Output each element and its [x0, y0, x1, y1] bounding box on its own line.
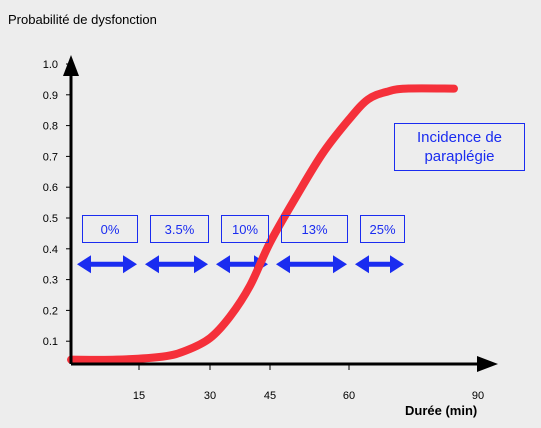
interval-label: 0%	[82, 215, 138, 243]
x-tick-label: 90	[472, 390, 484, 402]
x-tick-label: 30	[204, 390, 216, 402]
x-axis-arrowhead	[477, 356, 498, 372]
x-ticks: 15 30 45 60 90	[133, 364, 484, 402]
interval-arrow	[355, 255, 404, 274]
interval-label: 13%	[281, 215, 348, 243]
probability-curve	[67, 84, 458, 364]
y-tick-label: 0.5	[43, 213, 58, 225]
y-tick-label: 0.8	[43, 121, 58, 133]
x-tick-label: 45	[264, 390, 276, 402]
y-tick-label: 1.0	[43, 59, 58, 71]
y-tick-label: 0.2	[43, 305, 58, 317]
interval-arrows	[77, 255, 404, 274]
legend-text: Incidence de paraplégie	[416, 129, 503, 165]
x-axis-label: Durée (min)	[405, 403, 478, 418]
interval-label: 25%	[360, 215, 405, 243]
interval-arrow	[145, 255, 208, 274]
y-tick-label: 0.7	[43, 151, 58, 163]
interval-label: 3.5%	[150, 215, 209, 243]
y-ticks: 1.0 0.9 0.8 0.7 0.6 0.5 0.4 0.3 0.2 0.1	[43, 59, 71, 348]
y-tick-label: 0.6	[43, 182, 58, 194]
interval-arrow	[77, 255, 137, 274]
y-tick-label: 0.9	[43, 90, 58, 102]
axes	[63, 55, 498, 372]
interval-label: 10%	[221, 215, 269, 243]
y-axis-label: Probabilité de dysfonction	[8, 12, 157, 27]
y-axis-arrowhead	[63, 55, 79, 76]
interval-arrow	[276, 255, 347, 274]
y-tick-label: 0.1	[43, 336, 58, 348]
legend-box: Incidence de paraplégie	[394, 123, 525, 171]
y-tick-label: 0.3	[43, 275, 58, 287]
x-tick-label: 15	[133, 390, 145, 402]
x-tick-label: 60	[343, 390, 355, 402]
y-tick-label: 0.4	[43, 244, 58, 256]
